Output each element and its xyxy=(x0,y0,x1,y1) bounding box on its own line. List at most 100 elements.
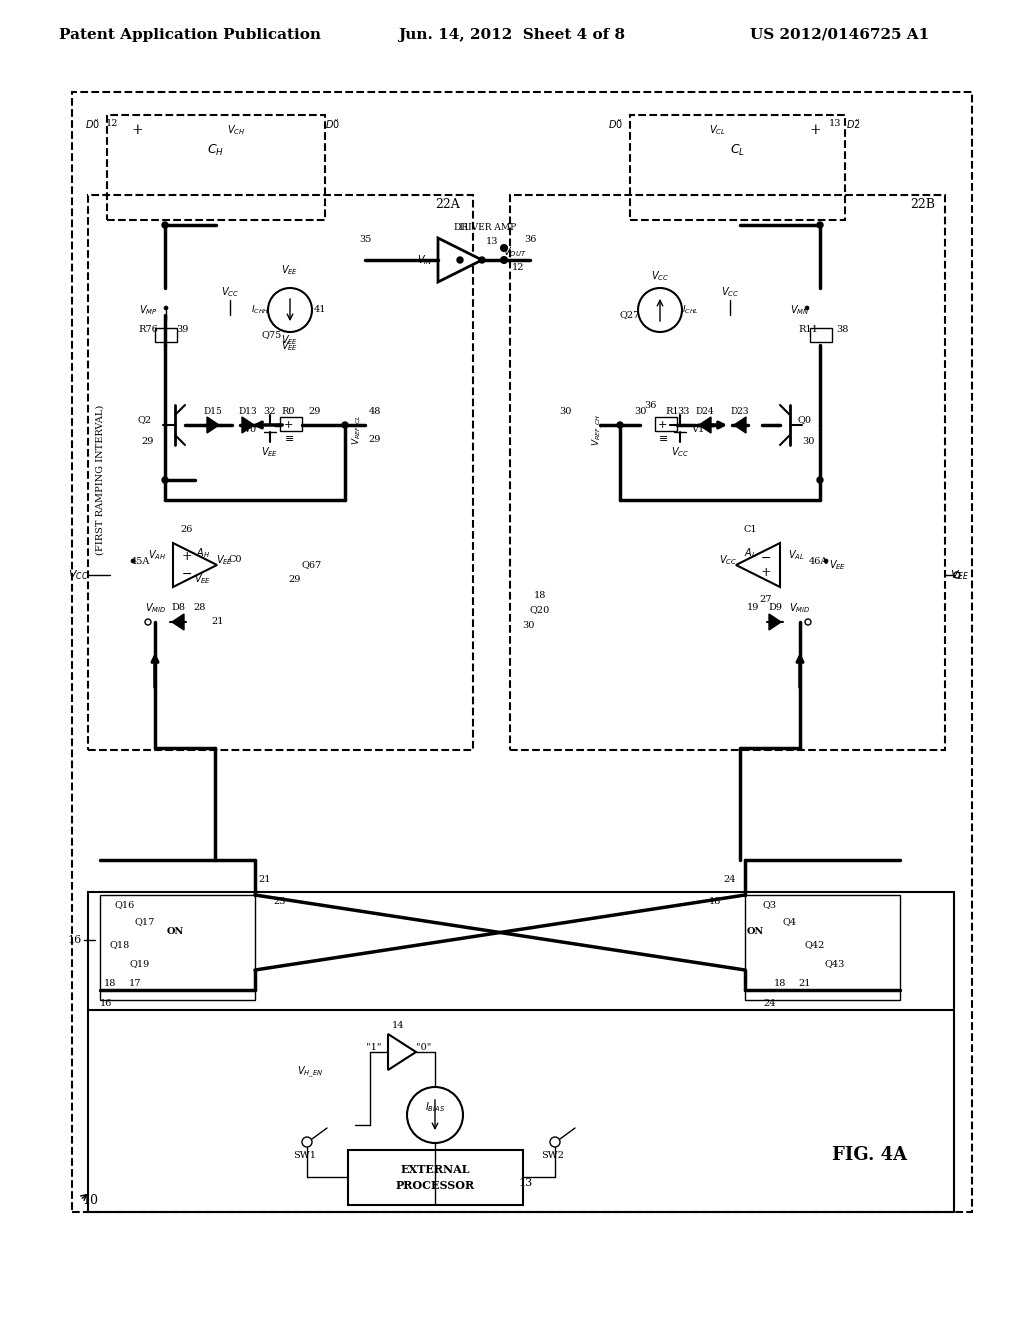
Circle shape xyxy=(457,257,463,263)
Text: $A_H$: $A_H$ xyxy=(196,546,210,560)
Text: ON: ON xyxy=(166,928,183,936)
Text: 14: 14 xyxy=(392,1022,404,1031)
Text: +: + xyxy=(284,420,293,430)
Text: Q16: Q16 xyxy=(115,900,135,909)
Bar xyxy=(810,327,831,342)
Text: 22A: 22A xyxy=(435,198,460,211)
Text: $V_{CL}$: $V_{CL}$ xyxy=(709,123,726,137)
Circle shape xyxy=(164,306,168,310)
Text: 32: 32 xyxy=(264,407,276,416)
Text: $V_{EE}$: $V_{EE}$ xyxy=(282,339,299,352)
Text: 28: 28 xyxy=(194,603,206,612)
Text: $V_{CC}$: $V_{CC}$ xyxy=(221,285,239,298)
Text: $V_{EE}$: $V_{EE}$ xyxy=(829,558,847,572)
Text: Q43: Q43 xyxy=(824,960,845,969)
Text: 17: 17 xyxy=(129,979,141,989)
Text: $V_{CC}$: $V_{CC}$ xyxy=(671,445,689,459)
Circle shape xyxy=(162,222,168,228)
Text: $I_{CHH}$: $I_{CHH}$ xyxy=(251,304,269,317)
Text: V1: V1 xyxy=(691,425,705,434)
Text: 27: 27 xyxy=(760,595,772,605)
Text: Q27: Q27 xyxy=(620,310,640,319)
Text: $V_{EE}$: $V_{EE}$ xyxy=(282,333,299,347)
Circle shape xyxy=(617,422,623,428)
Text: 48: 48 xyxy=(369,408,381,417)
Text: "0": "0" xyxy=(417,1043,432,1052)
Text: ON: ON xyxy=(746,928,764,936)
Text: C1: C1 xyxy=(743,525,757,535)
Text: Q3: Q3 xyxy=(763,900,777,909)
Bar xyxy=(72,92,972,1212)
Circle shape xyxy=(817,477,823,483)
Text: V0: V0 xyxy=(244,425,257,434)
Bar xyxy=(745,895,900,1001)
Bar xyxy=(655,417,677,432)
Polygon shape xyxy=(388,1034,416,1071)
Text: $V_{EE}$: $V_{EE}$ xyxy=(195,572,212,586)
Text: DRIVER AMP: DRIVER AMP xyxy=(454,223,516,232)
Text: 30: 30 xyxy=(522,620,535,630)
Text: $V_{EE}$: $V_{EE}$ xyxy=(950,568,970,582)
Text: +: + xyxy=(657,420,667,430)
Text: 18: 18 xyxy=(103,979,116,989)
Text: FIG. 4A: FIG. 4A xyxy=(833,1146,907,1164)
Bar xyxy=(88,195,473,750)
Text: 12: 12 xyxy=(512,264,524,272)
Text: $V_{AH}$: $V_{AH}$ xyxy=(147,548,166,562)
Text: 12: 12 xyxy=(105,119,118,128)
Polygon shape xyxy=(699,417,711,433)
Text: $V_{CH}$: $V_{CH}$ xyxy=(227,123,245,137)
Text: +: + xyxy=(131,123,142,137)
Text: $V_{MP}$: $V_{MP}$ xyxy=(138,304,158,317)
Circle shape xyxy=(817,222,823,228)
Text: $V_{EE}$: $V_{EE}$ xyxy=(282,263,299,277)
Text: $V_{EE}$: $V_{EE}$ xyxy=(261,445,279,459)
Bar xyxy=(510,195,945,750)
Text: Q42: Q42 xyxy=(805,940,825,949)
Text: 33: 33 xyxy=(677,407,689,416)
Text: Q0: Q0 xyxy=(798,416,812,425)
Text: $V_{CC}$: $V_{CC}$ xyxy=(651,269,669,282)
Text: Q20: Q20 xyxy=(529,606,550,615)
Text: $V_{CC}$: $V_{CC}$ xyxy=(721,285,739,298)
Text: 16: 16 xyxy=(68,935,82,945)
Text: 23: 23 xyxy=(273,898,287,907)
Text: $V_{H\_EN}$: $V_{H\_EN}$ xyxy=(297,1064,324,1080)
Text: 36: 36 xyxy=(524,235,537,244)
Text: 21: 21 xyxy=(212,618,224,627)
Text: +: + xyxy=(761,566,771,579)
Circle shape xyxy=(479,257,485,263)
Bar xyxy=(348,1150,523,1205)
Text: R0: R0 xyxy=(282,407,295,416)
Text: $C_L$: $C_L$ xyxy=(730,143,745,157)
Text: $C_H$: $C_H$ xyxy=(208,143,224,157)
Polygon shape xyxy=(172,614,184,630)
Text: 11: 11 xyxy=(458,223,470,232)
Text: Patent Application Publication: Patent Application Publication xyxy=(59,28,321,42)
Polygon shape xyxy=(173,543,217,587)
Circle shape xyxy=(824,558,828,564)
Text: $-$: $-$ xyxy=(181,566,193,579)
Text: PROCESSOR: PROCESSOR xyxy=(396,1180,475,1191)
Bar xyxy=(630,115,845,220)
Text: 29: 29 xyxy=(369,436,381,445)
Text: D24: D24 xyxy=(695,407,715,416)
Text: Q4: Q4 xyxy=(783,917,797,927)
Circle shape xyxy=(162,477,168,483)
Text: SW1: SW1 xyxy=(294,1151,316,1160)
Circle shape xyxy=(342,422,348,428)
Circle shape xyxy=(501,257,507,263)
Text: Jun. 14, 2012  Sheet 4 of 8: Jun. 14, 2012 Sheet 4 of 8 xyxy=(398,28,626,42)
Text: 41: 41 xyxy=(313,305,327,314)
Text: +: + xyxy=(181,550,193,564)
Text: 24: 24 xyxy=(724,875,736,884)
Text: 29: 29 xyxy=(289,576,301,585)
Text: $\equiv$: $\equiv$ xyxy=(655,433,668,444)
Text: 35: 35 xyxy=(358,235,371,244)
Text: D8: D8 xyxy=(171,603,185,612)
Circle shape xyxy=(501,246,507,251)
Text: $D0\check{}$: $D0\check{}$ xyxy=(608,116,624,129)
Text: 10: 10 xyxy=(82,1193,98,1206)
Bar xyxy=(100,895,255,1001)
Text: $V_{OUT}$: $V_{OUT}$ xyxy=(503,246,526,259)
